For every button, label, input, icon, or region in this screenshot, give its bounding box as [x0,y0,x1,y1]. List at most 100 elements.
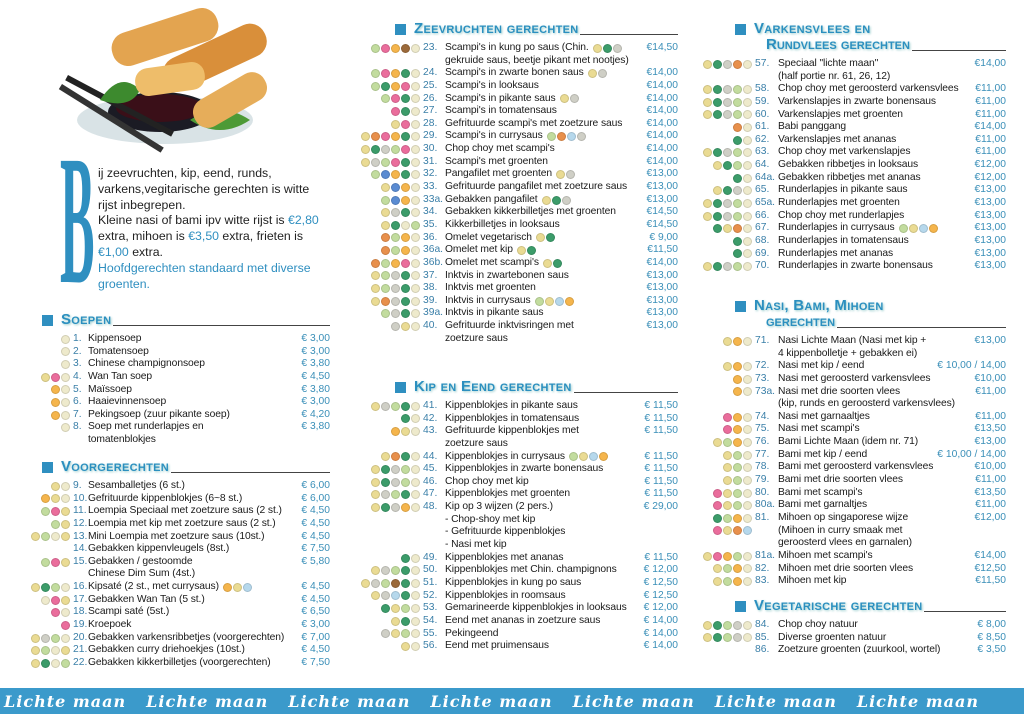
allergen-icons [0,493,70,506]
allergen-icons [345,488,420,501]
allergen-icons [694,386,752,399]
item-price: €12,00 [974,171,1007,183]
item-price: €10,00 [974,372,1007,384]
footer-logo-text: Lichte maan [288,691,411,711]
mustard-icon [723,211,732,221]
item-name-wrap: Mihoen met kip [778,575,972,588]
fish-icon [391,195,400,205]
item-number: 1. [73,333,82,344]
item-name-wrap: Mihoen op singaporese wijze [778,512,972,525]
mustard-icon [723,262,732,272]
item-number: 19. [73,619,88,631]
section-title: Nasi, Bami, Mihoen [754,297,884,314]
item-price: €14,50 [646,206,679,218]
section-heading: Nasi, Bami, Mihoen [735,298,1006,314]
menu-item: 3. Chinese champignonsoep € 3,80 [0,358,330,371]
item-number: 33a. [423,193,444,205]
celery-icon [381,81,390,91]
soy-icon [743,620,752,630]
item-name-wrap: Haaievinnensoep [88,396,299,409]
menu-item: 78. Bami met geroosterd varkensvlees €10,0… [694,461,1006,474]
item-price: €13,50 [974,423,1007,435]
item-name-wrap: Inktvis met groenten [445,282,644,295]
item-price: €13,00 [646,294,679,306]
item-name: Chop choy met geroosterd varkensvlees [778,83,959,95]
spacer [420,55,445,68]
crustacean-icon [51,595,60,605]
intro-text-part: extra, mihoen is [98,229,189,244]
egg-icon [401,182,410,192]
soy-icon [411,616,420,626]
gluten-icon [31,532,40,542]
item-name-wrap: Runderlapjes in zwarte bonensaus [778,260,972,273]
item-name-wrap: Nasi met drie soorten vlees [778,386,972,399]
item-name-wrap: Loempia met kip met zoetzure saus (2 st.… [88,518,299,531]
item-price: €11,00 [975,385,1006,397]
item-name: Inktvis in pikante saus [445,307,544,319]
item-price: € 14,00 [643,640,678,652]
section-varkensvlees-rundvlees: Varkensvlees en Rundvlees gerechten 57. Spe… [694,21,1006,273]
allergen-icons [345,219,420,232]
egg-icon [564,296,574,306]
item-number: 46. [423,475,438,487]
item-name-wrap: Zoetzure groenten (zuurkool, wortel) [778,644,972,657]
soy-icon [411,604,420,614]
item-name: Pangafilet met groenten [445,168,553,180]
egg-icon [391,427,400,437]
crustacean-icon [51,372,60,382]
item-price: € 4,50 [301,505,330,517]
heading-rule [573,392,678,393]
section-title: Zeevruchten gerechten [414,20,579,37]
item-name: Inktvis in currysaus [445,294,531,306]
item-name-wrap: Mini Loempia met zoetzure saus (10st.) [88,531,299,544]
celery-icon [401,414,410,424]
heading-rule [171,472,330,473]
soy-icon [411,401,420,411]
item-name: Gebakken / gestoomde [88,555,193,567]
gluten-icon [587,69,597,79]
gluten-icon [703,85,712,95]
item-number: 8. [73,421,82,433]
item-name-wrap: Inktvis in zwartebonen saus [445,270,644,283]
inline-allergen-icons [222,582,252,592]
item-price: €13,00 [974,184,1007,196]
menu-item: 13. Mini Loempia met zoetzure saus (10st.… [0,531,330,544]
soy-icon [743,564,752,574]
celery-icon [713,262,722,272]
menu-item: 47. Kippenblokjes met groenten € 11,50 [345,488,678,501]
celery-icon [723,186,732,196]
section-heading-line2: Rundvlees gerechten [694,37,1006,53]
item-number: 39a. [423,307,444,319]
item-name-wrap: Kippenblokjes in roomsaus [445,590,642,603]
celery-icon [551,195,561,205]
item-name: Wan Tan soep [88,370,153,382]
milk-icon [743,526,752,536]
item-name: Soep met runderlapjes en [88,421,204,433]
menu-item: 62. Varkenslapjes met ananas €11,00 [694,134,1006,147]
item-name: Nasi met scampi's [778,423,860,435]
gluten-icon [578,452,588,462]
celery-icon [733,173,742,183]
sesame-icon [41,532,50,542]
sesame-icon [371,81,380,91]
celery-icon [733,249,742,259]
chili-icon [733,224,742,234]
gluten-icon [61,557,70,567]
item-name-wrap: Kip op 3 wijzen (2 pers.) [445,501,642,514]
item-price: €14,00 [646,143,679,155]
allergen-icons [345,80,420,93]
item-number: 65a. [755,197,776,209]
sesame-icon [733,160,742,170]
item-price: € 11,50 [644,488,678,500]
sesame-icon [401,629,410,639]
menu-item-continuation: Chinese Dim Sum (4st.) [0,568,330,581]
heading-rule [580,34,678,35]
celery-icon [401,490,410,500]
allergen-icons [694,83,752,96]
milk-icon [391,591,400,601]
soy-icon [743,186,752,196]
soy-icon [61,334,70,344]
footer-logo-text: Lichte maan [146,691,269,711]
sesame-icon [723,513,732,523]
sesame-icon [51,633,60,643]
